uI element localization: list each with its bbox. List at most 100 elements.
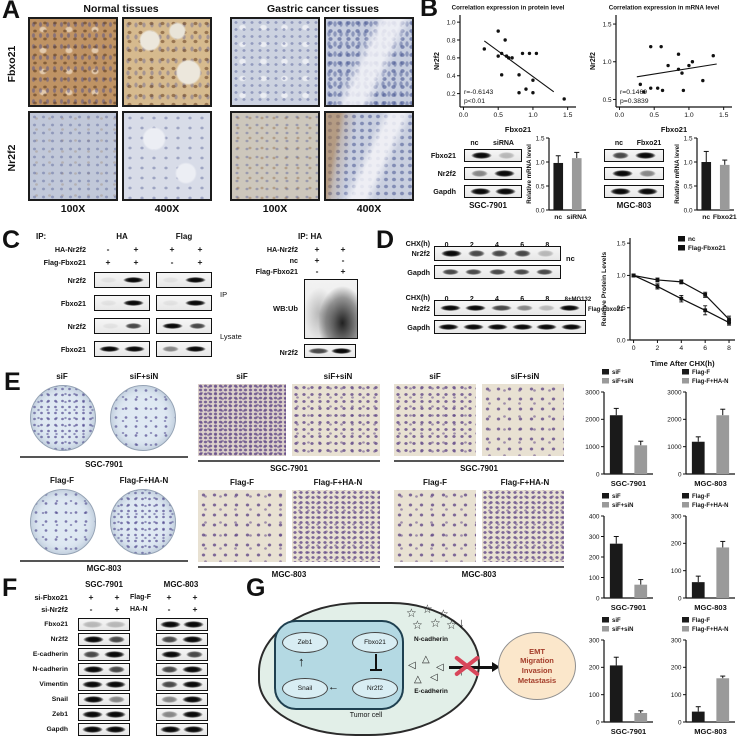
western-blot-box bbox=[78, 618, 130, 631]
protein-band bbox=[161, 666, 178, 673]
blot-row-label: Nr2f2 bbox=[411, 303, 430, 313]
transwell-flagf-han bbox=[482, 490, 564, 562]
protein-band bbox=[108, 666, 125, 673]
mrna-correlation-scatter: 0.5 1.0 1.5 0.0 0.5 1.0 1.5 Correlation express… bbox=[588, 2, 740, 139]
svg-text:1.0: 1.0 bbox=[528, 112, 538, 119]
protein-band bbox=[83, 666, 104, 673]
protein-decay-line-chart: 0.0 0.5 1.0 1.5 0 2 4 6 8 Relative Protein Levels… bbox=[600, 228, 741, 373]
svg-text:1.0: 1.0 bbox=[447, 19, 456, 26]
svg-text:0.5: 0.5 bbox=[493, 112, 503, 119]
up-arrow-icon: ↑ bbox=[298, 654, 305, 669]
svg-text:300: 300 bbox=[589, 534, 600, 541]
svg-text:2000: 2000 bbox=[667, 417, 682, 424]
blot-group-sgc: nc siRNA Fbxo21 Nr2f2 Gapdh SGC-7901 bbox=[422, 140, 524, 210]
cond-label: HA-N bbox=[130, 605, 148, 613]
condition-sign: + bbox=[133, 257, 139, 267]
cond-label: Flag-Fbxo21 bbox=[255, 266, 298, 276]
cell-line-label: SGC-7901 bbox=[270, 464, 308, 473]
protein-band bbox=[81, 711, 103, 718]
node-zeb1: Zeb1 bbox=[282, 632, 328, 653]
western-blot-box bbox=[78, 693, 130, 706]
lane-label: 8 bbox=[535, 296, 560, 303]
protein-band bbox=[105, 681, 127, 688]
sign-row: - + bbox=[78, 604, 130, 614]
lane-header: nc Fbxo21 bbox=[604, 140, 676, 147]
protein-band bbox=[183, 726, 205, 733]
svg-text:0.0: 0.0 bbox=[615, 112, 625, 119]
svg-text:1.5: 1.5 bbox=[617, 240, 626, 247]
triangle-icon: ◁ bbox=[408, 660, 416, 671]
triangle-icon: △ bbox=[414, 674, 422, 685]
blot-row-label: Gapdh bbox=[407, 267, 430, 277]
lane-label: 8 bbox=[535, 242, 560, 249]
svg-text:Flag-F+HA-N: Flag-F+HA-N bbox=[692, 627, 729, 633]
triangle-icon: ◁ bbox=[436, 662, 444, 673]
bracket-label-lysate: Lysate bbox=[220, 332, 242, 341]
protein-band bbox=[125, 322, 143, 330]
svg-text:MGC-803: MGC-803 bbox=[694, 603, 727, 612]
protein-band bbox=[439, 304, 461, 312]
protein-band bbox=[182, 666, 203, 673]
protein-band bbox=[488, 268, 506, 276]
outcome-line: EMT bbox=[529, 646, 545, 656]
ihc-nr2f2-cancer-400x bbox=[324, 111, 414, 201]
svg-text:1.5: 1.5 bbox=[603, 21, 612, 28]
lane-label: nc bbox=[470, 140, 479, 147]
protein-band bbox=[162, 299, 180, 307]
scat2-svg: 0.5 1.0 1.5 0.0 0.5 1.0 1.5 Correlation express… bbox=[590, 5, 732, 134]
group-tag-nc: nc bbox=[566, 254, 575, 263]
svg-text:100: 100 bbox=[589, 575, 600, 582]
protein-band bbox=[162, 345, 180, 353]
svg-text:Correlation expression in prot: Correlation expression in protein level bbox=[452, 5, 565, 12]
protein-band bbox=[162, 322, 184, 330]
lane-label: Fbxo21 bbox=[636, 140, 662, 147]
normal-tissues-header: Normal tissues bbox=[83, 3, 159, 15]
lane-label: 4 bbox=[484, 242, 509, 249]
svg-text:8: 8 bbox=[727, 345, 731, 352]
svg-text:300: 300 bbox=[671, 513, 682, 520]
lane-label: 6 bbox=[510, 242, 535, 249]
protein-band bbox=[560, 323, 582, 331]
western-blot-box bbox=[78, 678, 130, 691]
sign-row: - + bbox=[304, 266, 356, 276]
protein-correlation-scatter: 0.2 0.4 0.6 0.8 1.0 0.0 0.5 1.0 1.5 Correlation e… bbox=[432, 2, 584, 139]
svg-text:Flag-Fbxo21: Flag-Fbxo21 bbox=[688, 245, 726, 252]
cell-line-label: MGC-803 bbox=[616, 201, 652, 210]
ihc-nr2f2-normal-400x bbox=[122, 111, 212, 201]
protein-band bbox=[183, 621, 205, 628]
svg-text:siRNA: siRNA bbox=[567, 214, 587, 221]
transwell-sif-sin bbox=[292, 384, 380, 456]
cond-label: HA-Nr2f2 bbox=[266, 244, 298, 254]
protein-band bbox=[161, 711, 178, 718]
arrowhead-icon bbox=[492, 662, 500, 672]
svg-text:Flag-F: Flag-F bbox=[692, 370, 710, 376]
protein-band bbox=[514, 250, 531, 257]
panel-b: B 0.2 0.4 0.6 0.8 1.0 0.0 0.5 1.0 1.5 Correlation… bbox=[420, 0, 741, 232]
protein-band bbox=[161, 681, 178, 688]
e3-svg: 0 100 200 300 400 SGC-7901 siF siF+siN bbox=[589, 493, 653, 612]
protein-band bbox=[465, 304, 487, 312]
protein-band bbox=[465, 268, 483, 276]
divider bbox=[20, 456, 188, 458]
condition-sign: - bbox=[341, 255, 345, 265]
svg-text:Fbxo21: Fbxo21 bbox=[713, 214, 737, 221]
protein-band bbox=[81, 681, 103, 688]
svg-text:0.5: 0.5 bbox=[536, 183, 545, 190]
ip-label: IP: bbox=[36, 232, 47, 241]
svg-text:6: 6 bbox=[703, 345, 707, 352]
triangle-icon: △ bbox=[422, 654, 430, 665]
western-blot-box bbox=[156, 318, 212, 334]
mag-label: 100X bbox=[262, 203, 288, 215]
svg-text:Correlation expression in mRNA: Correlation expression in mRNA level bbox=[609, 5, 720, 12]
svg-text:2000: 2000 bbox=[585, 417, 600, 424]
protein-band bbox=[471, 170, 488, 177]
node-snail: Snail bbox=[282, 678, 328, 699]
transwell-sif-sin bbox=[482, 384, 564, 456]
svg-text:p<0.01: p<0.01 bbox=[464, 98, 485, 105]
panel-e-letter: E bbox=[4, 368, 21, 396]
protein-band bbox=[635, 152, 657, 159]
ubiquitin-smear-blot bbox=[304, 279, 358, 339]
svg-text:Nr2f2: Nr2f2 bbox=[590, 52, 597, 70]
svg-text:0.5: 0.5 bbox=[617, 305, 626, 312]
